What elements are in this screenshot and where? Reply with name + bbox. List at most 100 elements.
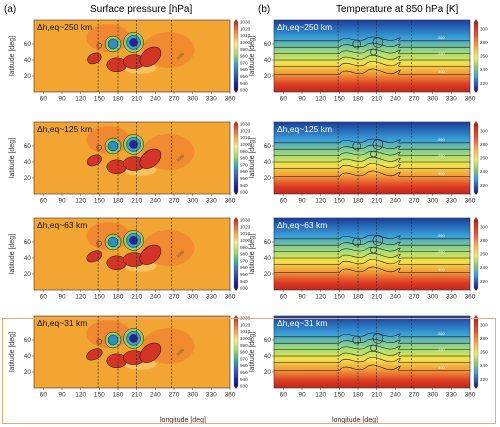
x-tick-label: 180: [353, 392, 364, 399]
contour-label: 300: [438, 267, 445, 272]
colorbar: [233, 21, 239, 91]
x-tick-label: 240: [150, 392, 161, 399]
temperature-contour: [274, 234, 470, 240]
y-tick-label: 40: [24, 353, 32, 360]
x-tick-label: 210: [371, 96, 382, 103]
x-tick-label: 150: [94, 96, 105, 103]
colorbar-tick-label: 240: [480, 169, 488, 174]
x-tick-label: 270: [409, 294, 420, 301]
y-tick-label: 60: [264, 143, 272, 150]
plot-frame: [33, 121, 231, 195]
colorbar-tick-label: 1030: [240, 218, 251, 223]
y-tick-label: 20: [24, 175, 32, 182]
colorbar-tick-label: 280: [480, 40, 488, 45]
y-tick-label: 40: [24, 255, 32, 262]
colorbar-tick-label: 980: [240, 350, 248, 355]
contour-label: 280: [438, 153, 445, 158]
colorbar-tick-label: 260: [480, 156, 488, 161]
x-tick-label: 330: [206, 96, 217, 103]
colorbar-tick-label: 220: [480, 183, 488, 188]
colorbar-tick-label: 970: [240, 60, 248, 65]
colorbar-tick-label: 990: [240, 47, 248, 52]
temperature-eddy: [352, 141, 362, 151]
panel-b-label: (b): [258, 4, 270, 15]
colorbar-tick-label: 300: [480, 224, 488, 229]
x-tick-label: 360: [465, 294, 476, 301]
colorbar-tick-label: 950: [240, 176, 248, 181]
colorbar-tick-label: 280: [480, 142, 488, 147]
temperature-contour: [274, 170, 470, 177]
colorbar-cap-top: [474, 121, 478, 124]
colorbar: [233, 123, 239, 193]
temperature-eddy: [352, 39, 362, 49]
x-tick-label: 180: [353, 294, 364, 301]
colorbar-tick-label: 960: [240, 169, 248, 174]
y-tick-label: 20: [24, 369, 32, 376]
y-axis-label: latitude [deg]: [249, 234, 256, 274]
x-tick-label: 90: [58, 96, 66, 103]
temperature-contour: [274, 48, 470, 55]
x-tick-label: 90: [298, 96, 306, 103]
colorbar-tick-label: 990: [240, 149, 248, 154]
contour-label: 280: [438, 51, 445, 56]
plot-frame: [33, 315, 231, 389]
temperature-contour: [274, 364, 470, 371]
colorbar-tick-label: 300: [480, 128, 488, 133]
pressure-low-core: [129, 236, 138, 245]
colorbar: [473, 123, 479, 193]
temperature-contour: [274, 344, 470, 351]
highlight-frame: [2, 318, 496, 424]
y-tick-label: 60: [24, 41, 32, 48]
colorbar-tick-label: 930: [240, 190, 248, 195]
colorbar-tick-label: 1020: [240, 224, 251, 229]
x-tick-label: 300: [187, 294, 198, 301]
pressure-small-contour: [96, 338, 103, 345]
x-tick-label: 300: [427, 294, 438, 301]
x-tick-label: 300: [187, 198, 198, 205]
resolution-label: Δh,eq~63 km: [277, 220, 327, 230]
x-tick-label: 330: [446, 392, 457, 399]
x-tick-label: 240: [390, 392, 401, 399]
colorbar-cap-top: [474, 19, 478, 22]
x-tick-label: 120: [75, 96, 86, 103]
temperature-contour: [274, 157, 470, 163]
resolution-label: Δh,eq~250 km: [277, 22, 332, 32]
x-tick-label: 210: [131, 294, 142, 301]
y-tick-label: 40: [264, 57, 272, 64]
contour-label: 260: [438, 331, 445, 336]
y-tick-label: 40: [264, 159, 272, 166]
resolution-label: Δh,eq~125 km: [37, 124, 92, 134]
resolution-label: Δh,eq~63 km: [37, 220, 87, 230]
contour-label: 300: [438, 171, 445, 176]
x-tick-label: 120: [75, 198, 86, 205]
colorbar-cap-top: [234, 121, 238, 124]
plot-frame: [33, 19, 231, 93]
colorbar-tick-label: 1010: [240, 33, 251, 38]
y-tick-label: 40: [24, 159, 32, 166]
x-tick-label: 270: [409, 96, 420, 103]
colorbar-cap-bottom: [234, 192, 238, 195]
resolution-label: Δh,eq~125 km: [277, 124, 332, 134]
colorbar-tick-label: 240: [480, 363, 488, 368]
colorbar-tick-label: 260: [480, 252, 488, 257]
x-tick-label: 150: [94, 392, 105, 399]
pressure-ridge: [139, 148, 162, 169]
temperature-contour: [274, 357, 470, 363]
x-tick-label: 90: [298, 294, 306, 301]
colorbar-tick-label: 940: [240, 377, 248, 382]
colorbar-cap-top: [234, 19, 238, 22]
colorbar-tick-label: 940: [240, 81, 248, 86]
pressure-small-contour: [96, 240, 103, 247]
x-tick-label: 60: [280, 96, 288, 103]
x-tick-label: 90: [58, 294, 66, 301]
colorbar-tick-label: 260: [480, 54, 488, 59]
y-axis-label: latitude [deg]: [9, 332, 16, 372]
colorbar-tick-label: 1000: [240, 40, 251, 45]
pressure-ridge: [139, 46, 162, 67]
x-tick-label: 330: [446, 294, 457, 301]
contour-label: 260: [438, 233, 445, 238]
x-tick-label: 180: [353, 96, 364, 103]
x-tick-label: 360: [465, 198, 476, 205]
x-tick-label: 150: [334, 294, 345, 301]
y-axis-label: latitude [deg]: [9, 36, 16, 76]
